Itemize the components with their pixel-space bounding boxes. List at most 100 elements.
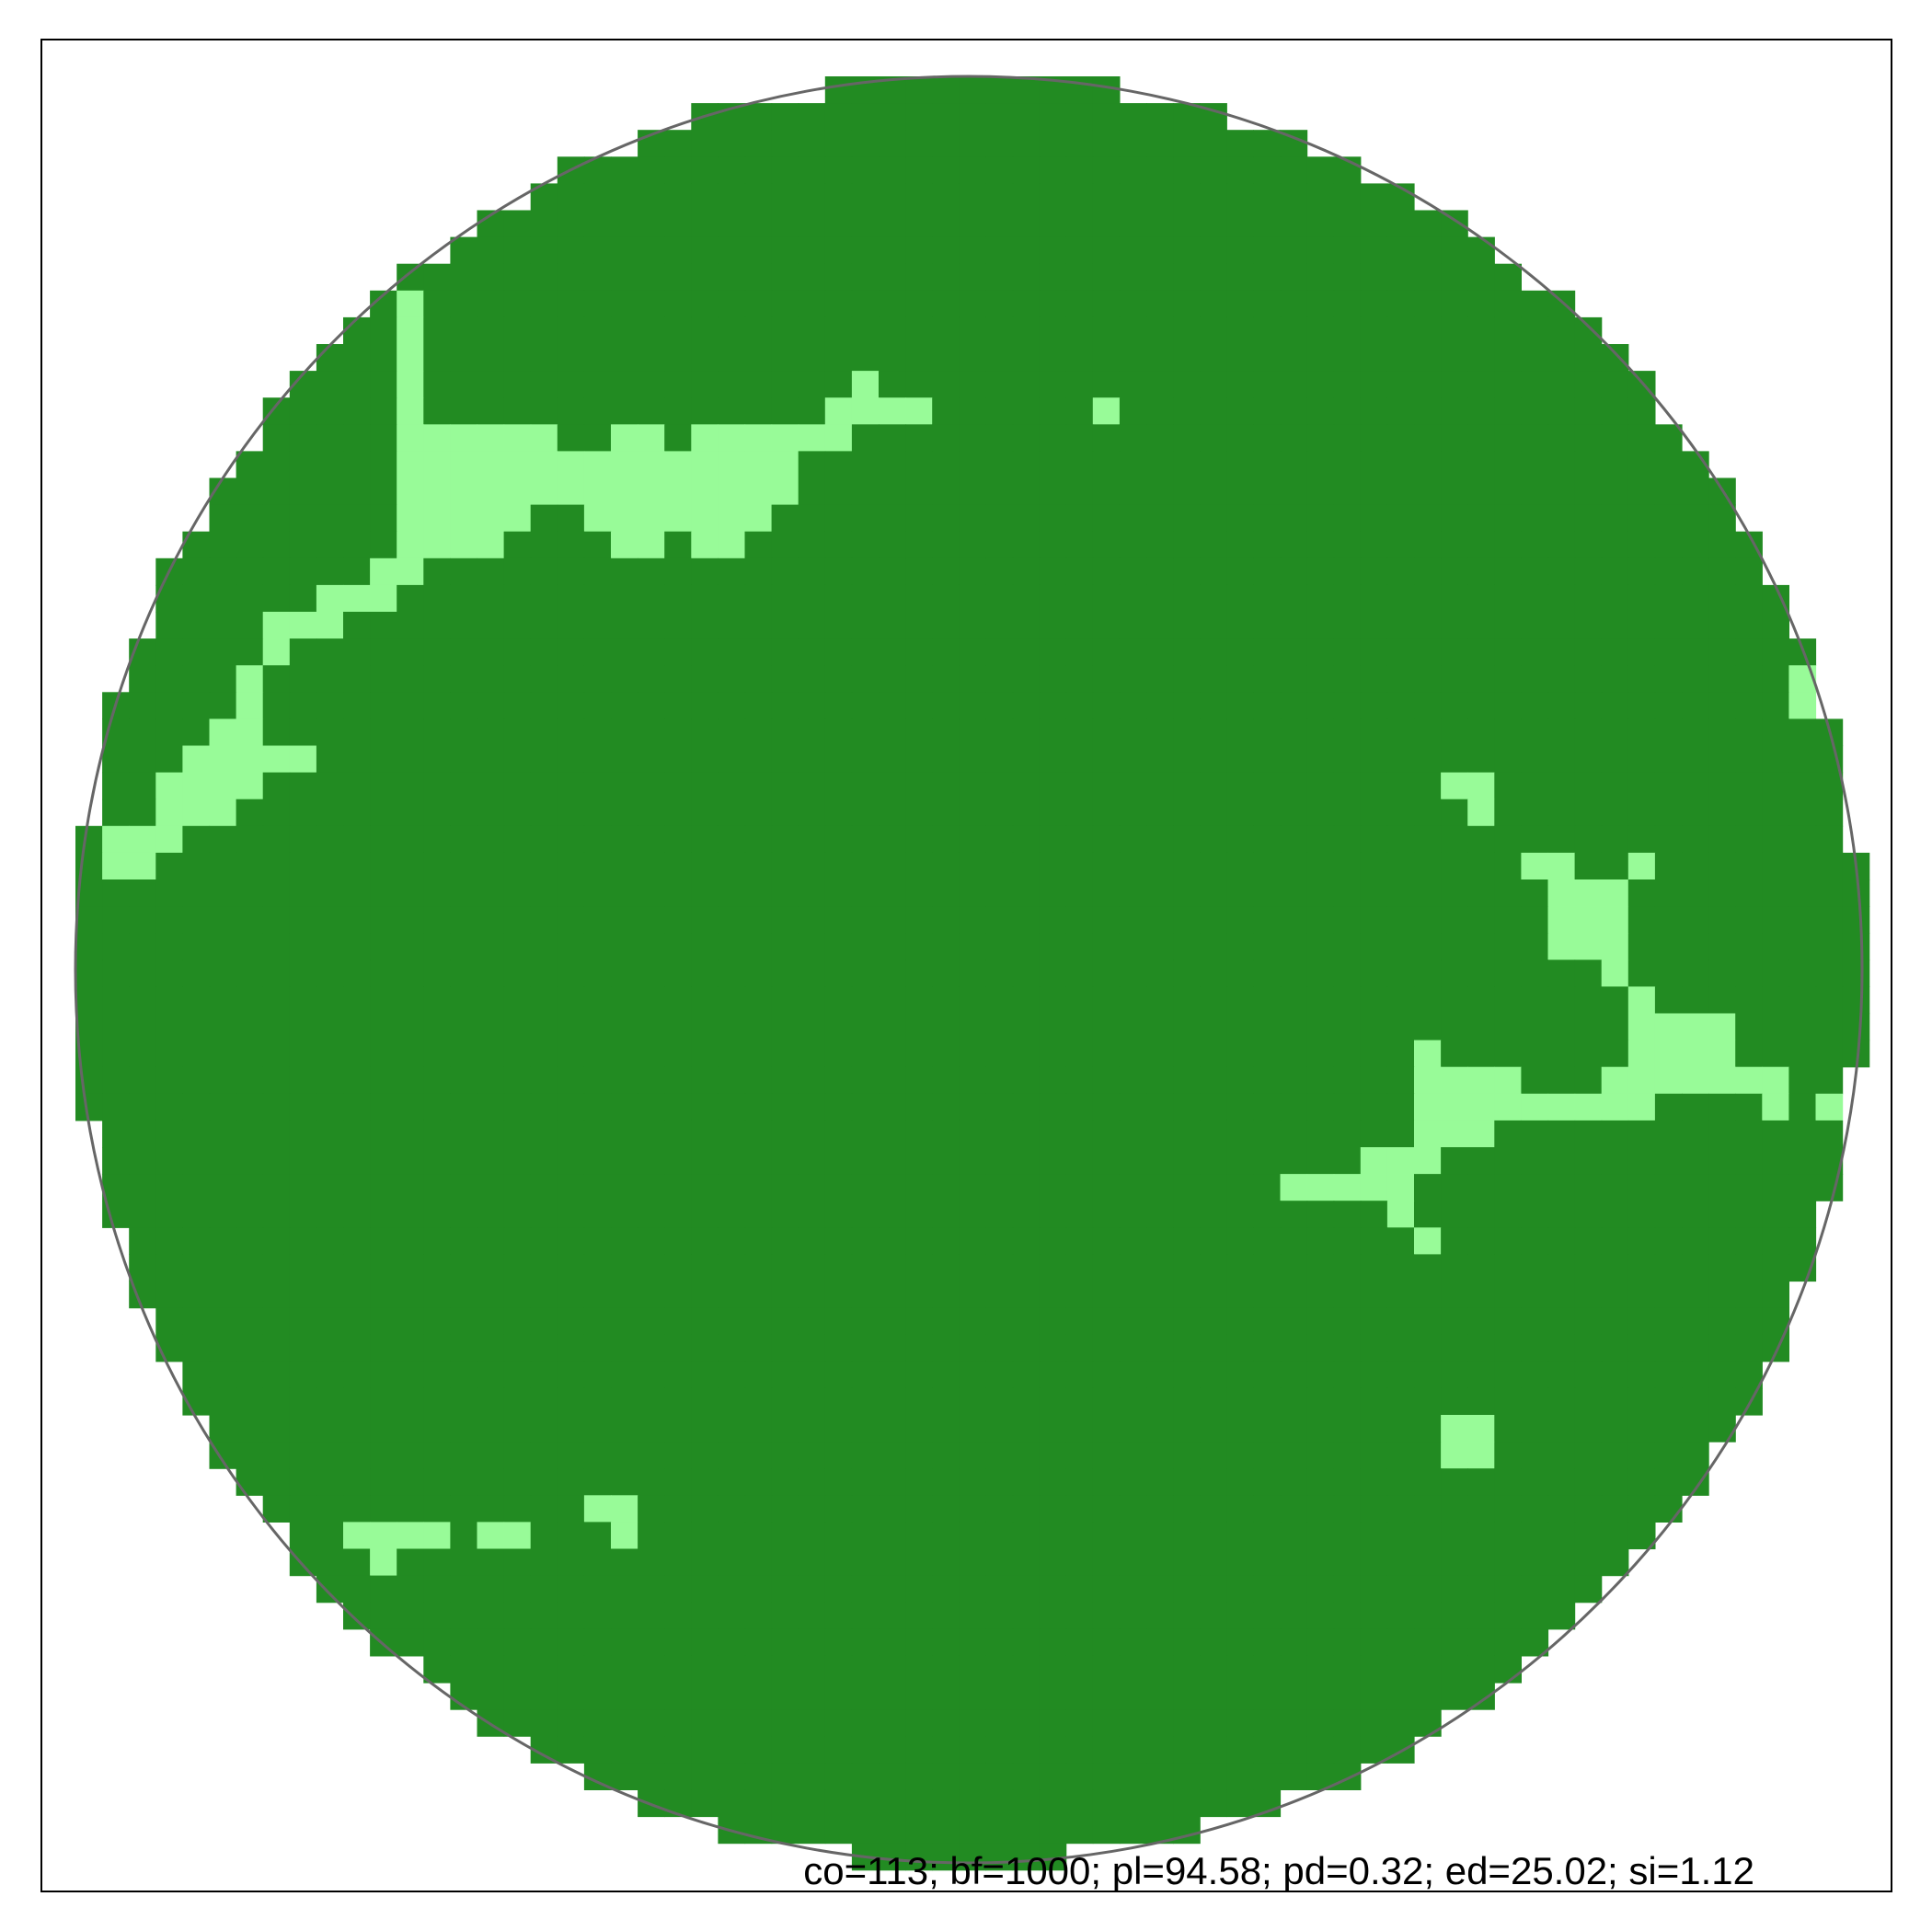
cell-dense	[262, 1093, 291, 1121]
cell-dense	[1306, 371, 1335, 398]
cell-dense	[959, 1575, 986, 1603]
cell-dense	[1682, 638, 1709, 666]
cell-dense	[1735, 1147, 1763, 1175]
cell-dense	[1441, 397, 1468, 425]
cell-dense	[1762, 612, 1789, 639]
cell-dense	[129, 772, 156, 800]
cell-dense	[1012, 986, 1041, 1015]
cell-dense	[959, 371, 986, 398]
cell-dense	[289, 1442, 317, 1469]
cell-dense	[1627, 960, 1656, 987]
cell-dense	[744, 1683, 773, 1710]
cell-dense	[1414, 1361, 1442, 1389]
cell-dense	[583, 1387, 612, 1416]
cell-dense	[1092, 1415, 1121, 1443]
cell-dense	[530, 1334, 558, 1362]
cell-dense	[879, 316, 906, 345]
cell-dense	[879, 960, 906, 987]
cell-dense	[798, 1334, 826, 1362]
cell-dense	[1306, 424, 1335, 452]
cell-dense	[1574, 557, 1603, 586]
cell-dense	[718, 1602, 746, 1630]
cell-dense	[879, 263, 906, 292]
cell-dense	[1414, 210, 1442, 238]
cell-dense	[1521, 1281, 1549, 1309]
cell-dense	[583, 1522, 612, 1550]
cell-dense	[1253, 210, 1282, 238]
cell-dense	[1682, 1387, 1709, 1416]
cell-dense	[1627, 397, 1656, 425]
cell-open	[209, 799, 237, 827]
cell-dense	[1494, 612, 1522, 639]
cell-dense	[1280, 1013, 1308, 1041]
cell-dense	[879, 692, 906, 719]
cell-dense	[182, 584, 211, 613]
cell-dense	[1280, 1522, 1308, 1550]
cell-dense	[718, 1361, 746, 1389]
cell-dense	[1601, 772, 1629, 800]
cell-dense	[557, 424, 585, 452]
cell-dense	[1065, 344, 1094, 372]
cell-dense	[932, 1415, 960, 1443]
cell-dense	[1547, 638, 1576, 666]
cell-dense	[129, 1120, 156, 1148]
cell-dense	[1414, 263, 1442, 292]
cell-dense	[744, 1201, 773, 1228]
cell-open	[771, 477, 799, 506]
cell-dense	[1547, 1548, 1576, 1577]
cell-dense	[557, 1093, 585, 1121]
cell-dense	[1306, 397, 1335, 425]
cell-dense	[1654, 825, 1683, 854]
cell-dense	[664, 1334, 692, 1362]
cell-dense	[1200, 531, 1227, 559]
cell-dense	[1333, 612, 1362, 639]
cell-dense	[1146, 263, 1174, 292]
cell-dense	[691, 1628, 719, 1657]
cell-dense	[798, 1816, 826, 1845]
cell-dense	[1253, 584, 1282, 613]
cell-dense	[824, 1013, 853, 1041]
cell-dense	[1682, 879, 1709, 907]
cell-dense	[423, 879, 451, 907]
cell-dense	[905, 612, 933, 639]
cell-dense	[718, 1415, 746, 1443]
cell-dense	[1467, 397, 1495, 425]
cell-dense	[1280, 451, 1308, 479]
cell-dense	[397, 692, 424, 719]
cell-dense	[1762, 799, 1789, 827]
cell-dense	[1467, 584, 1495, 613]
cell-dense	[1467, 1334, 1495, 1362]
cell-dense	[959, 1628, 986, 1657]
cell-dense	[1386, 236, 1415, 265]
cell-dense	[1146, 531, 1174, 559]
cell-dense	[1253, 156, 1282, 184]
cell-dense	[1173, 1415, 1201, 1443]
cell-open	[450, 451, 478, 479]
cell-dense	[985, 1227, 1014, 1255]
cell-dense	[771, 1361, 799, 1389]
cell-dense	[262, 960, 291, 987]
cell-dense	[1441, 638, 1468, 666]
cell-dense	[1226, 1120, 1254, 1148]
cell-dense	[1012, 1201, 1041, 1228]
cell-dense	[1360, 799, 1388, 827]
cell-dense	[182, 692, 211, 719]
cell-open	[397, 557, 424, 586]
cell-dense	[879, 986, 906, 1015]
cell-dense	[343, 371, 371, 398]
cell-dense	[209, 852, 237, 880]
cell-dense	[1762, 906, 1789, 934]
cell-dense	[397, 665, 424, 693]
cell-dense	[1146, 960, 1174, 987]
cell-dense	[691, 1013, 719, 1041]
cell-dense	[1146, 1254, 1174, 1282]
cell-dense	[236, 1361, 264, 1389]
metrics-caption: co=113; bf=1000; pl=94.58; pd=0.32; ed=2…	[803, 1849, 1754, 1892]
cell-dense	[1280, 852, 1308, 880]
cell-dense	[1253, 1575, 1282, 1603]
cell-dense	[932, 1066, 960, 1095]
cell-dense	[664, 986, 692, 1015]
cell-dense	[397, 1575, 424, 1603]
cell-dense	[503, 1495, 532, 1523]
cell-dense	[1173, 1227, 1201, 1255]
